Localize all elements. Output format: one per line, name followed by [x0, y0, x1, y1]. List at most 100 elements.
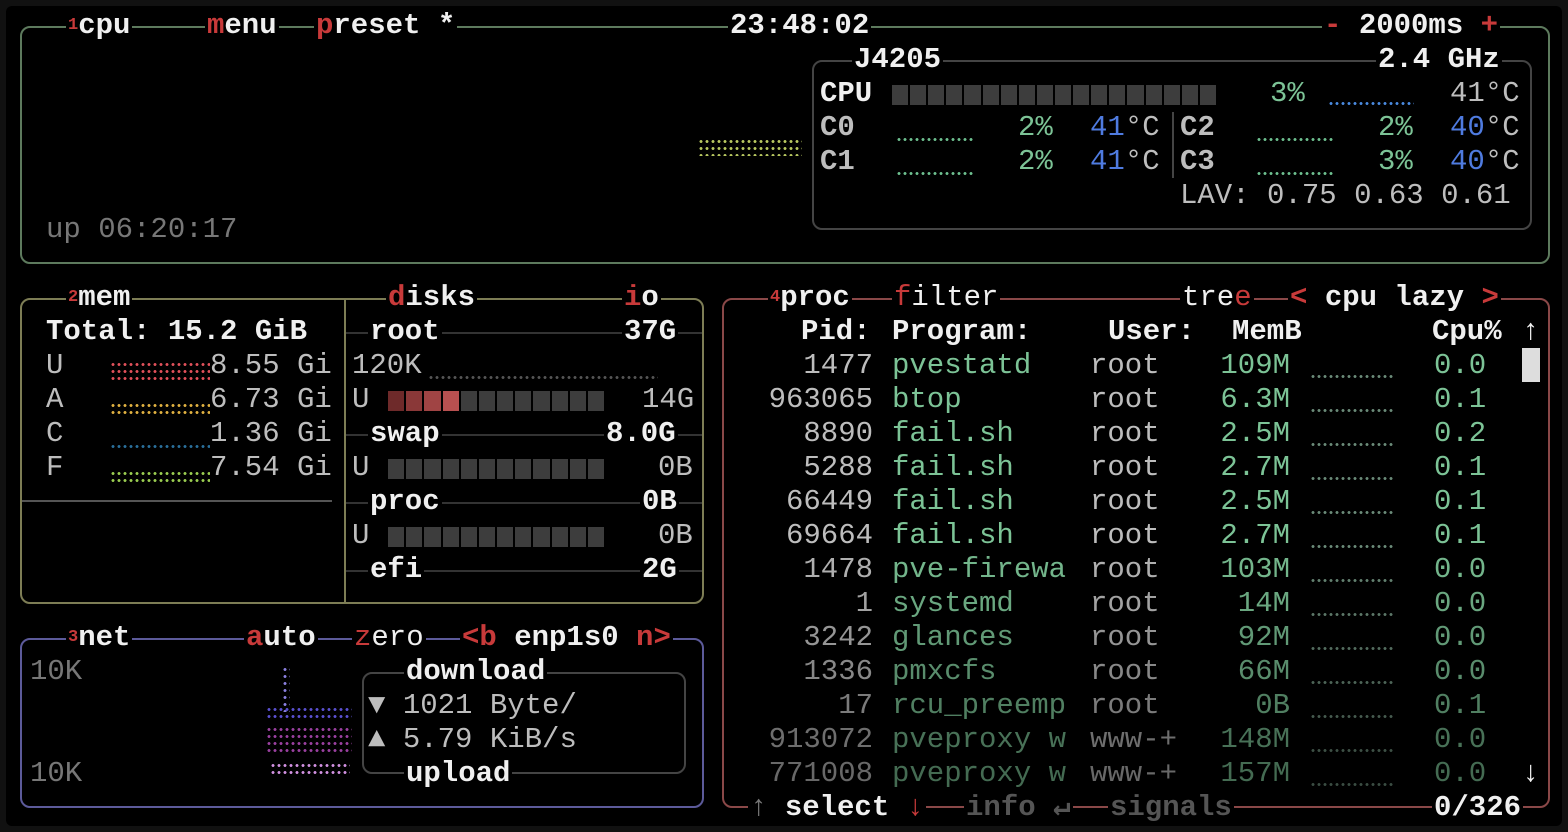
proc-filter-button[interactable]: filter — [892, 281, 1001, 315]
process-pid: 1477 — [803, 349, 874, 382]
process-pid: 1336 — [803, 655, 874, 688]
mem-used-label: U — [46, 349, 64, 382]
core-temp: 40°C — [1450, 111, 1520, 144]
process-cpu: 0.1 — [1434, 485, 1487, 518]
disk-efi-size: 2G — [640, 553, 679, 587]
process-cpu: 0.1 — [1434, 519, 1487, 552]
download-rate: ▼ 1021 Byte/ — [368, 689, 577, 722]
column-header-mem[interactable]: MemB — [1232, 315, 1302, 348]
io-toggle[interactable]: io — [622, 281, 661, 315]
mem-free-label: F — [46, 451, 64, 484]
download-arrow-icon: ▼ — [368, 689, 386, 722]
mem-used-graph — [110, 361, 210, 382]
cpu-info-box — [812, 60, 1532, 230]
net-zero-toggle[interactable]: zero — [352, 621, 426, 655]
process-program: fail.sh — [892, 519, 1014, 552]
disk-io-graph — [428, 374, 658, 381]
disk-swap-size: 8.0G — [604, 417, 678, 451]
process-mem: 6.3M — [1220, 383, 1291, 416]
process-cpu-graph — [1310, 713, 1394, 720]
proc-tree-toggle[interactable]: tree — [1180, 281, 1254, 315]
proc-sort-selector[interactable]: < cpu lazy > — [1288, 281, 1501, 315]
process-mem: 14M — [1237, 587, 1291, 620]
mem-box — [20, 298, 704, 604]
process-pid: 17 — [838, 689, 873, 722]
net-scale-bottom: 10K — [30, 757, 83, 790]
cpu-total-bar — [892, 85, 1216, 105]
scrollbar-thumb[interactable] — [1522, 348, 1540, 382]
process-cpu-graph — [1310, 679, 1394, 686]
mem-available-label: A — [46, 383, 64, 416]
sort-next-button[interactable]: > — [1481, 281, 1499, 314]
disk-root-used-label: U — [352, 383, 370, 416]
column-header-user[interactable]: User: — [1108, 315, 1196, 348]
process-cpu: 0.0 — [1434, 349, 1487, 382]
update-interval: - 2000ms + — [1322, 9, 1501, 43]
disk-root-bar — [388, 391, 605, 411]
core-graph — [1256, 136, 1334, 143]
core-percent: 2% — [1378, 111, 1413, 144]
process-user: root — [1090, 553, 1160, 586]
process-program: pmxcfs — [892, 655, 997, 688]
core-percent: 3% — [1378, 145, 1413, 178]
process-mem: 157M — [1220, 757, 1291, 790]
process-mem: 2.7M — [1220, 451, 1291, 484]
column-header-cpu[interactable]: Cpu% — [1432, 315, 1502, 348]
menu-button[interactable]: menu — [205, 9, 279, 43]
proc-box-title: 4proc — [768, 281, 852, 315]
process-mem: 92M — [1237, 621, 1291, 654]
download-label: download — [404, 655, 548, 689]
process-program: pve-firewa — [892, 553, 1067, 586]
core-temp: 41°C — [1090, 145, 1160, 178]
net-auto-toggle[interactable]: auto — [244, 621, 318, 655]
mem-free-graph — [110, 470, 210, 484]
core-label: C1 — [820, 145, 855, 178]
process-cpu: 0.0 — [1434, 757, 1487, 790]
info-button[interactable]: info ↵ — [964, 791, 1073, 825]
process-pid: 963065 — [768, 383, 874, 416]
sort-prev-button[interactable]: < — [1290, 281, 1308, 314]
net-interface-selector[interactable]: <b enp1s0 n> — [460, 621, 673, 655]
process-program: glances — [892, 621, 1014, 654]
preset-button[interactable]: preset * — [314, 9, 458, 43]
column-header-pid[interactable]: Pid: — [801, 315, 871, 348]
net-download-graph — [282, 666, 290, 712]
process-cpu: 0.2 — [1434, 417, 1487, 450]
process-program: fail.sh — [892, 485, 1014, 518]
interval-decrease-button[interactable]: - — [1324, 9, 1342, 42]
scroll-down-icon[interactable]: ↓ — [1522, 757, 1540, 790]
core-label: C3 — [1180, 145, 1215, 178]
process-program: btop — [892, 383, 962, 416]
column-header-program[interactable]: Program: — [892, 315, 1032, 348]
uptime: up 06:20:17 — [46, 213, 238, 246]
disks-title: disks — [386, 281, 478, 315]
disk-proc-used-label: U — [352, 519, 370, 552]
disk-swap-used: 0B — [658, 451, 693, 484]
select-control[interactable]: ↑ select ↓ — [748, 791, 927, 825]
process-user: root — [1090, 655, 1160, 688]
cpu-total-label: CPU — [820, 77, 873, 110]
process-user: root — [1090, 383, 1160, 416]
disk-proc-size: 0B — [640, 485, 679, 519]
process-pid: 771008 — [768, 757, 874, 790]
scroll-up-icon[interactable]: ↑ — [1522, 315, 1540, 348]
mem-free-value: 7.54 Gi — [210, 451, 332, 484]
prev-interface-button[interactable]: <b — [462, 621, 497, 654]
mem-disks-divider — [344, 300, 346, 602]
disk-root-name: root — [368, 315, 442, 349]
process-cpu-graph — [1310, 611, 1394, 618]
process-user: root — [1090, 689, 1160, 722]
cpu-total-temp: 41°C — [1450, 77, 1520, 110]
process-pid: 913072 — [768, 723, 874, 756]
process-user: root — [1090, 451, 1160, 484]
mem-used-value: 8.55 Gi — [210, 349, 332, 382]
mem-available-value: 6.73 Gi — [210, 383, 332, 416]
process-mem: 2.7M — [1220, 519, 1291, 552]
process-pid: 1478 — [803, 553, 874, 586]
next-interface-button[interactable]: n> — [636, 621, 671, 654]
interval-increase-button[interactable]: + — [1480, 9, 1499, 42]
process-cpu-graph — [1310, 509, 1394, 516]
signals-button[interactable]: signals — [1108, 791, 1234, 825]
cpu-total-graph — [1328, 100, 1414, 107]
process-mem: 109M — [1220, 349, 1291, 382]
